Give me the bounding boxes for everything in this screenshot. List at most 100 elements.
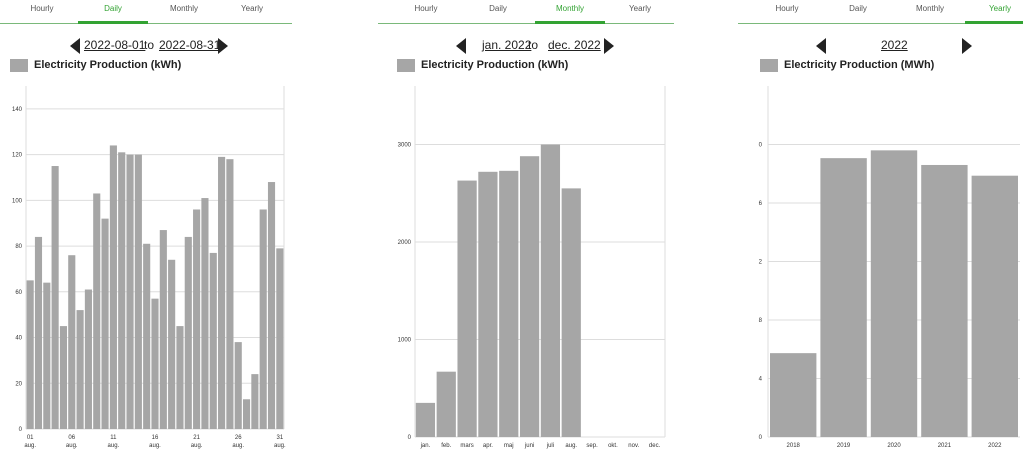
date-from-link[interactable]: 2022-08-01: [84, 38, 146, 52]
bar: [176, 326, 184, 429]
bar: [971, 175, 1018, 437]
bar: [126, 154, 134, 429]
legend-label: Electricity Production (kWh): [34, 59, 182, 71]
active-tab-indicator: [535, 21, 605, 24]
x-tick-label: aug.: [274, 443, 286, 449]
bar: [51, 166, 59, 429]
bar: [93, 193, 101, 429]
bar: [259, 209, 267, 429]
tab-daily[interactable]: Daily: [104, 4, 122, 13]
date-to-link[interactable]: 2022-08-31: [159, 38, 221, 52]
bar: [561, 188, 581, 437]
x-tick-label: mars: [460, 443, 473, 449]
daily-panel: Hourly Daily Monthly Yearly 2022-08-01 t…: [0, 0, 292, 452]
legend-swatch: [760, 59, 778, 72]
x-tick-label: 2019: [837, 443, 851, 449]
tab-hourly[interactable]: Hourly: [775, 4, 799, 13]
previous-period-arrow-icon[interactable]: [816, 38, 826, 54]
x-tick-label: 16: [152, 435, 159, 441]
tab-yearly[interactable]: Yearly: [989, 4, 1011, 13]
bar: [43, 282, 51, 429]
y-tick-label: 8: [759, 318, 763, 324]
bar: [540, 144, 561, 437]
y-tick-label: 0: [408, 435, 412, 441]
tab-monthly[interactable]: Monthly: [915, 4, 945, 13]
yearly-panel: Hourly Daily Monthly Yearly 2022 Electri…: [738, 0, 1023, 452]
date-to-label: to: [144, 38, 155, 52]
x-tick-label: 26: [235, 435, 242, 441]
x-tick-label: nov.: [628, 443, 639, 449]
bar: [770, 353, 817, 437]
y-tick-label: 3000: [398, 143, 412, 149]
bar: [59, 326, 68, 429]
x-tick-label: 06: [68, 435, 75, 441]
bar: [26, 280, 34, 429]
previous-period-arrow-icon[interactable]: [456, 38, 466, 54]
date-to-link[interactable]: dec. 2022: [548, 38, 601, 52]
tab-hourly[interactable]: Hourly: [414, 4, 438, 13]
previous-period-arrow-icon[interactable]: [70, 38, 80, 54]
tab-hourly[interactable]: Hourly: [30, 4, 54, 13]
bar: [820, 158, 867, 437]
tab-monthly[interactable]: Monthly: [555, 4, 585, 13]
y-tick-label: 120: [12, 153, 23, 159]
y-tick-label: 0: [759, 435, 763, 441]
y-tick-label: 6: [759, 201, 763, 207]
date-from-link[interactable]: jan. 2022: [482, 38, 532, 52]
x-tick-label: dec.: [649, 443, 661, 449]
x-tick-label: 2018: [787, 443, 801, 449]
date-range-nav: jan. 2022 to dec. 2022: [378, 36, 670, 54]
bar: [201, 198, 209, 429]
x-tick-label: aug.: [66, 443, 78, 449]
next-period-arrow-icon[interactable]: [962, 38, 972, 54]
bar: [478, 171, 498, 438]
y-tick-label: 4: [759, 377, 763, 383]
x-tick-label: aug.: [149, 443, 161, 449]
y-tick-label: 80: [15, 244, 22, 250]
y-tick-label: 140: [12, 107, 23, 113]
legend-swatch: [397, 59, 415, 72]
x-tick-label: aug.: [565, 443, 577, 449]
bar: [109, 145, 117, 429]
bar: [159, 230, 167, 429]
bar: [134, 154, 142, 429]
daily-production-chart: 0 20 40 60 80 100 120 140 01 aug. 06 aug. 11 aug. 16 au…: [12, 86, 286, 449]
tab-yearly[interactable]: Yearly: [241, 4, 263, 13]
bar: [242, 399, 251, 429]
x-tick-label: 2022: [988, 443, 1002, 449]
tab-daily[interactable]: Daily: [489, 4, 507, 13]
next-period-arrow-icon[interactable]: [218, 38, 228, 54]
bar: [34, 236, 43, 429]
bar: [101, 218, 109, 429]
x-tick-label: aug.: [191, 443, 203, 449]
x-tick-label: sep.: [586, 443, 598, 449]
tab-monthly[interactable]: Monthly: [169, 4, 199, 13]
bar: [276, 248, 284, 429]
bar: [84, 289, 92, 429]
tab-yearly[interactable]: Yearly: [629, 4, 651, 13]
bar: [76, 310, 84, 429]
bar: [68, 255, 76, 429]
y-tick-label: 2: [759, 260, 763, 266]
x-tick-label: juni: [524, 443, 534, 449]
y-tick-label: 0: [759, 143, 763, 149]
x-tick-label: juli: [546, 443, 554, 449]
y-tick-label: 100: [12, 198, 23, 204]
y-tick-label: 60: [15, 290, 22, 296]
bar: [519, 156, 540, 437]
date-year-link[interactable]: 2022: [881, 38, 908, 52]
bar: [118, 152, 126, 429]
tab-daily[interactable]: Daily: [849, 4, 867, 13]
x-tick-label: 01: [27, 435, 34, 441]
next-period-arrow-icon[interactable]: [604, 38, 614, 54]
monthly-production-chart: 0 1000 2000 3000 jan. feb. mars apr. maj juni juli…: [398, 86, 666, 449]
legend-label: Electricity Production (kWh): [421, 59, 569, 71]
bar: [184, 236, 192, 429]
legend-label: Electricity Production (MWh): [784, 59, 935, 71]
monthly-panel: Hourly Daily Monthly Yearly jan. 2022 to…: [378, 0, 674, 452]
active-tab-indicator: [965, 21, 1023, 24]
x-tick-label: aug.: [108, 443, 120, 449]
x-tick-label: jan.: [420, 443, 431, 449]
bar: [143, 243, 151, 429]
x-tick-label: aug.: [24, 443, 36, 449]
